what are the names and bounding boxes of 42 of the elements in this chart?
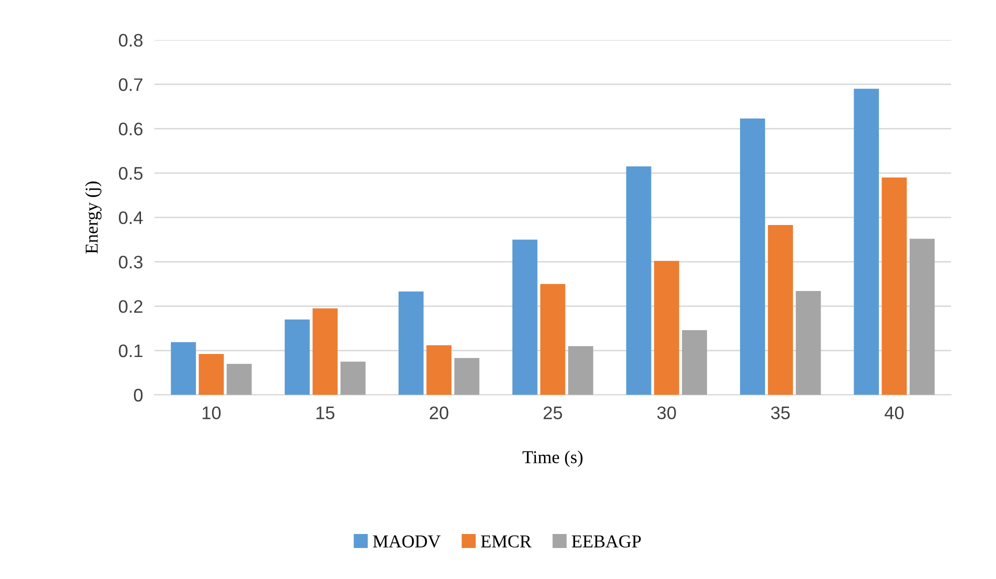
bar bbox=[454, 358, 480, 395]
y-tick-label: 0.1 bbox=[118, 344, 142, 358]
y-tick-label: 0.2 bbox=[118, 300, 142, 313]
bar bbox=[882, 177, 907, 395]
bar bbox=[312, 308, 338, 395]
x-axis-title: Time (s) bbox=[522, 450, 583, 467]
y-tick-label: 0.7 bbox=[118, 78, 142, 92]
bar bbox=[170, 342, 196, 395]
y-tick-label: 0.5 bbox=[118, 166, 143, 180]
bar bbox=[796, 291, 821, 395]
bar bbox=[398, 292, 424, 395]
bar bbox=[910, 238, 935, 395]
bar bbox=[740, 118, 766, 395]
legend-label: EEBAGP bbox=[572, 535, 641, 548]
x-tick-label: 30 bbox=[657, 406, 676, 420]
bar bbox=[682, 330, 708, 395]
x-tick-label: 15 bbox=[316, 406, 334, 420]
bar bbox=[198, 354, 224, 395]
x-tick-label: 25 bbox=[544, 406, 562, 420]
y-tick-label: 0.8 bbox=[118, 34, 142, 47]
legend-label: EMCR bbox=[480, 535, 532, 548]
y-tick-label: 0 bbox=[134, 388, 143, 402]
bar bbox=[568, 346, 594, 395]
bar bbox=[540, 284, 566, 395]
y-axis-title: Energy (j) bbox=[85, 182, 102, 254]
bar bbox=[654, 260, 680, 395]
bar bbox=[340, 362, 366, 395]
bar bbox=[226, 364, 252, 395]
bar bbox=[426, 345, 452, 395]
y-tick-label: 0.4 bbox=[118, 211, 143, 224]
bar bbox=[512, 240, 538, 395]
x-tick-label: 20 bbox=[430, 406, 448, 420]
legend-label: MAODV bbox=[373, 535, 441, 548]
x-tick-label: 10 bbox=[202, 406, 221, 420]
x-tick-label: 40 bbox=[884, 406, 904, 420]
bar bbox=[854, 88, 879, 395]
x-tick-label: 35 bbox=[771, 406, 790, 420]
bar bbox=[626, 166, 652, 395]
bar bbox=[768, 224, 793, 395]
bar bbox=[284, 319, 310, 395]
y-tick-label: 0.3 bbox=[118, 256, 142, 268]
y-tick-label: 0.6 bbox=[118, 122, 142, 136]
